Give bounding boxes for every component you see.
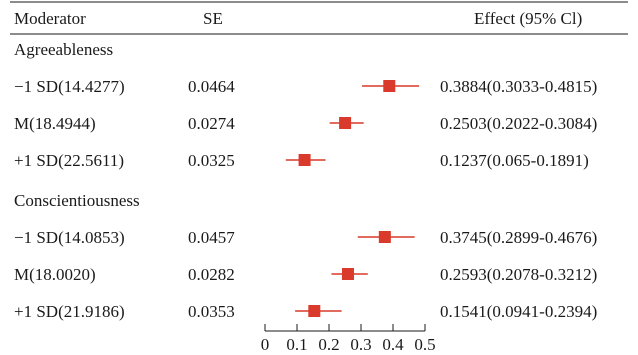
point-estimate xyxy=(341,268,354,280)
row-effect: 0.2503(0.2022-0.3084) xyxy=(440,114,597,133)
row-se: 0.0274 xyxy=(188,114,235,133)
group-label: Conscientiousness xyxy=(14,191,140,210)
point-estimate xyxy=(383,80,396,92)
x-axis-tick-label: 0.4 xyxy=(382,335,404,354)
row-se: 0.0457 xyxy=(188,228,235,247)
row-effect: 0.1541(0.0941-0.2394) xyxy=(440,302,597,321)
point-estimate xyxy=(378,231,391,243)
row-se: 0.0325 xyxy=(188,151,235,170)
x-axis-tick-label: 0 xyxy=(261,335,270,354)
x-axis-tick-label: 0.1 xyxy=(286,335,307,354)
header-se: SE xyxy=(203,9,223,28)
row-moderator: +1 SD(21.9186) xyxy=(14,302,125,321)
row-moderator: M(18.0020) xyxy=(14,265,96,284)
row-effect: 0.2593(0.2078-0.3212) xyxy=(440,265,597,284)
row-moderator: −1 SD(14.4277) xyxy=(14,77,125,96)
row-effect: 0.3745(0.2899-0.4676) xyxy=(440,228,597,247)
row-se: 0.0353 xyxy=(188,302,235,321)
row-se: 0.0464 xyxy=(188,77,235,96)
header-moderator: Moderator xyxy=(14,9,86,28)
group-label: Agreeableness xyxy=(14,40,113,59)
point-estimate xyxy=(308,305,321,317)
row-moderator: +1 SD(22.5611) xyxy=(14,151,124,170)
x-axis-tick-label: 0.5 xyxy=(414,335,435,354)
x-axis-tick-label: 0.2 xyxy=(318,335,339,354)
row-effect: 0.3884(0.3033-0.4815) xyxy=(440,77,597,96)
point-estimate xyxy=(339,117,352,129)
row-se: 0.0282 xyxy=(188,265,235,284)
row-moderator: −1 SD(14.0853) xyxy=(14,228,125,247)
point-estimate xyxy=(298,154,311,166)
x-axis-tick-label: 0.3 xyxy=(350,335,371,354)
row-moderator: M(18.4944) xyxy=(14,114,96,133)
row-effect: 0.1237(0.065-0.1891) xyxy=(440,151,589,170)
header-effect: Effect (95% Cl) xyxy=(474,9,582,28)
